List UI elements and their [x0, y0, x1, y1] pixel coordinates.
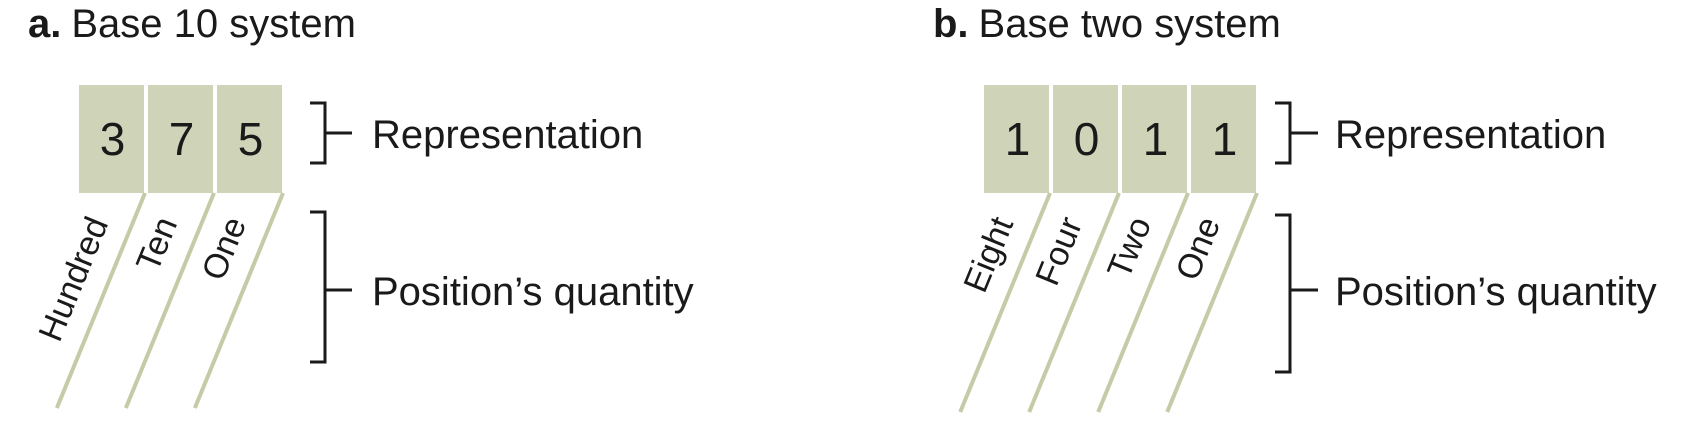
- representation-label: Representation: [1335, 113, 1606, 157]
- panel-title: Base 10 system: [71, 2, 356, 46]
- svg-text:b. Base two system: b. Base two system: [933, 2, 1281, 46]
- position-stripe: [1027, 192, 1121, 413]
- representation-cells: [79, 85, 282, 193]
- position-stripe: [1165, 192, 1259, 413]
- digit-cell: [217, 85, 282, 193]
- digit-label: 1: [1143, 113, 1169, 165]
- position-label: Hundred: [31, 212, 116, 347]
- panel-letter: b.: [933, 2, 969, 46]
- quantity-label: Position’s quantity: [372, 270, 694, 314]
- digit-cell: [984, 85, 1049, 193]
- panel-letter: a.: [28, 2, 61, 46]
- digit-cell: [79, 85, 144, 193]
- quantity-bracket: [310, 210, 352, 364]
- position-stripe: [1096, 192, 1190, 413]
- digit-label: 1: [1212, 113, 1238, 165]
- position-stripe: [123, 192, 216, 409]
- representation-bracket: [1275, 101, 1318, 165]
- position-stripe: [958, 192, 1052, 413]
- digit-label: 7: [169, 113, 195, 165]
- position-label: Ten: [129, 212, 185, 277]
- representation-bracket: [310, 101, 352, 165]
- digit-cell: [1122, 85, 1187, 193]
- position-stripe: [192, 192, 285, 409]
- position-labels: Hundred Ten One: [31, 212, 254, 347]
- position-label: Two: [1100, 212, 1159, 284]
- digit-cell: [148, 85, 213, 193]
- digit-label: 3: [100, 113, 126, 165]
- quantity-bracket: [1275, 213, 1318, 374]
- digit-cell: [1053, 85, 1118, 193]
- digit-label: 1: [1005, 113, 1031, 165]
- position-stripe: [54, 192, 147, 409]
- quantity-label: Position’s quantity: [1335, 270, 1657, 314]
- digit-label: 5: [238, 113, 264, 165]
- position-stripes: [54, 192, 285, 409]
- svg-text:a. Base 10 system: a. Base 10 system: [28, 2, 356, 46]
- representation-cells: [984, 85, 1256, 193]
- digit-cell: [1191, 85, 1256, 193]
- position-stripes: [958, 192, 1259, 413]
- panel-title: Base two system: [979, 2, 1281, 46]
- digit-label: 0: [1074, 113, 1100, 165]
- representation-label: Representation: [372, 113, 643, 157]
